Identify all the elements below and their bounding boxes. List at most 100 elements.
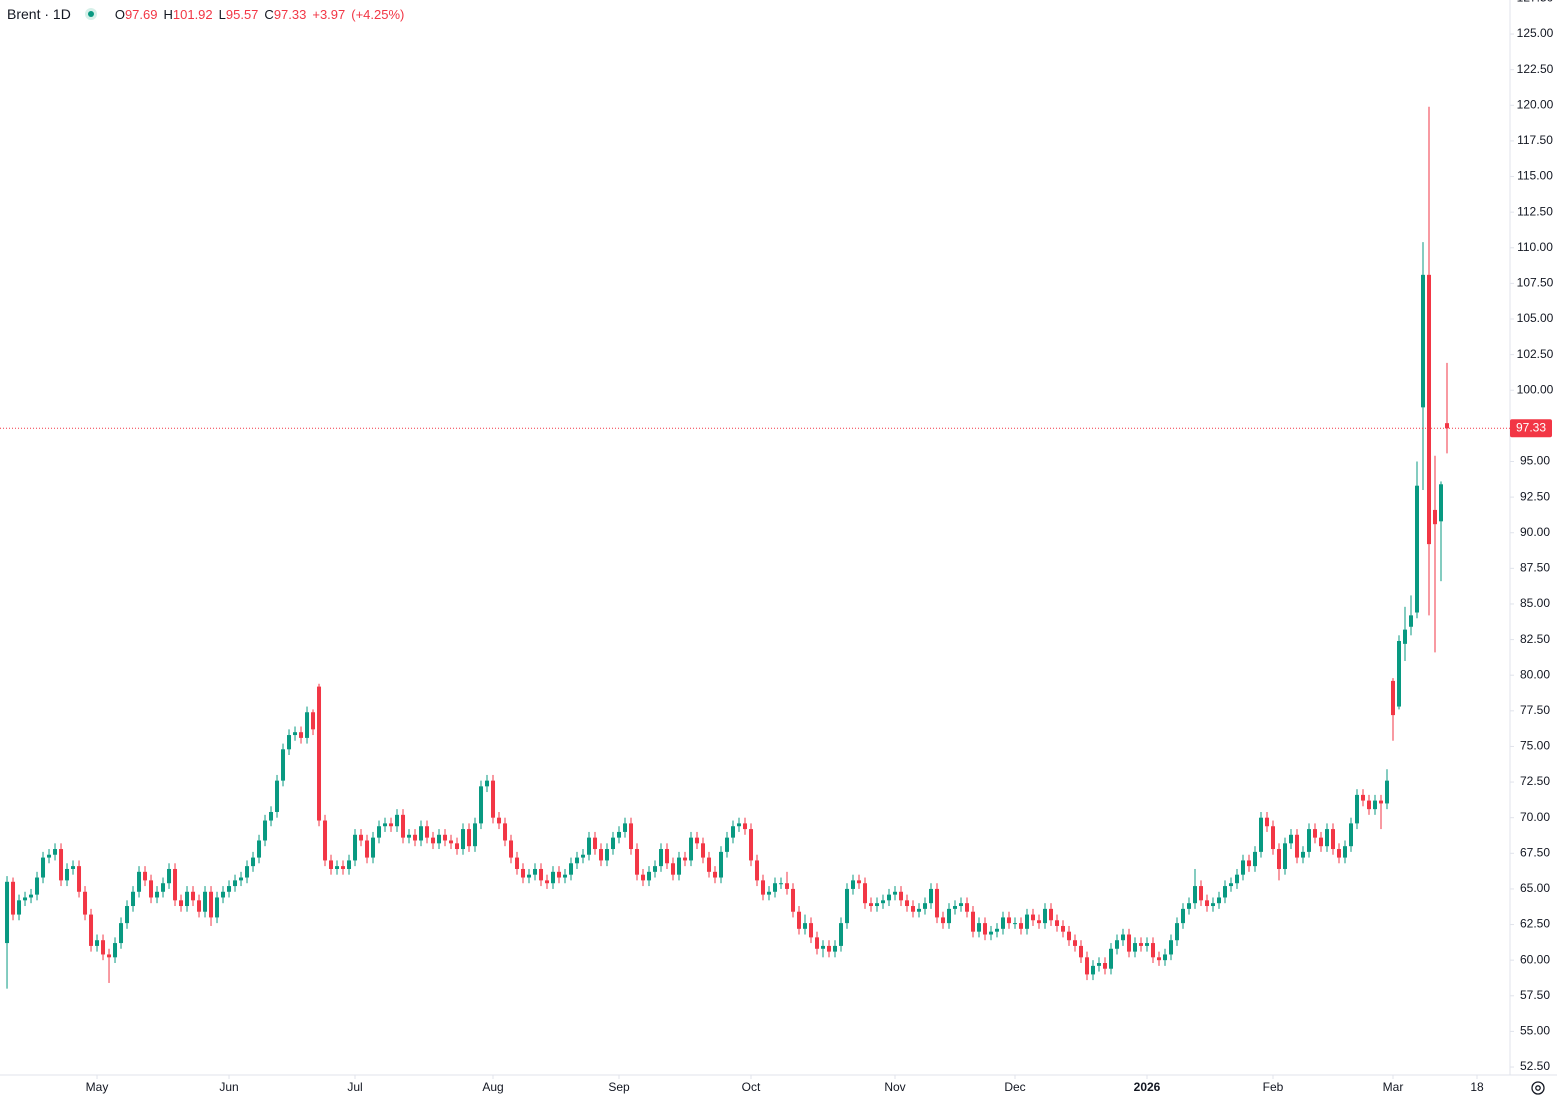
candle-body	[1109, 948, 1114, 969]
candle-body	[1247, 860, 1252, 867]
candle-body	[527, 874, 532, 878]
candle-body	[833, 945, 838, 952]
candle-body	[491, 780, 496, 818]
y-tick-label: 110.00	[1517, 240, 1553, 254]
candle-body	[599, 849, 604, 861]
candle-body	[743, 823, 748, 830]
candle-body	[737, 823, 742, 827]
candle-body	[1055, 920, 1060, 926]
candle-body	[1385, 780, 1390, 804]
candle-body	[1265, 817, 1270, 827]
candle-body	[1349, 823, 1354, 847]
candle-body	[1361, 794, 1366, 801]
candle-body	[239, 877, 244, 881]
candle-body	[209, 891, 214, 918]
candle-body	[131, 891, 136, 907]
last-price-label: 97.33	[1516, 420, 1546, 434]
low-label: L	[218, 7, 226, 22]
y-tick-label: 87.50	[1520, 561, 1550, 575]
candle-body	[233, 880, 238, 887]
candle-body	[773, 883, 778, 892]
candle-body	[329, 860, 334, 869]
x-tick-label: Jul	[347, 1080, 362, 1094]
x-tick-label: Sep	[608, 1080, 630, 1094]
change-percent: (+4.25%)	[351, 7, 405, 22]
y-tick-label: 82.50	[1520, 632, 1550, 646]
y-tick-label: 60.00	[1520, 952, 1550, 966]
candle-body	[389, 823, 394, 827]
candle-body	[1067, 931, 1072, 941]
candle-body	[1037, 920, 1042, 924]
candle-body	[1091, 965, 1096, 975]
y-tick-label: 75.00	[1520, 739, 1550, 753]
candle-body	[479, 786, 484, 824]
candle-body	[35, 877, 40, 895]
candle-body	[485, 780, 490, 787]
candle-body	[725, 837, 730, 852]
candle-body	[875, 903, 880, 907]
candle-body	[299, 732, 304, 738]
candle-body	[1295, 834, 1300, 858]
candle-body	[1205, 900, 1210, 907]
candle-body	[335, 866, 340, 869]
candle-body	[887, 894, 892, 901]
candle-body	[251, 857, 256, 867]
candle-body	[1427, 274, 1432, 545]
candle-body	[1235, 874, 1240, 884]
candle-body	[269, 811, 274, 821]
candle-body	[1289, 834, 1294, 844]
candle-body	[719, 851, 724, 878]
candle-body	[173, 868, 178, 901]
candle-body	[779, 883, 784, 885]
candle-body	[851, 880, 856, 889]
candle-body	[1169, 940, 1174, 955]
candle-body	[11, 881, 16, 915]
candle-body	[227, 886, 232, 892]
candle-body	[1187, 903, 1192, 909]
candle-body	[41, 857, 46, 878]
candle-body	[5, 881, 10, 944]
y-tick-label: 65.00	[1520, 881, 1550, 895]
last-price-tag	[1510, 419, 1552, 438]
candle-body	[257, 840, 262, 858]
candle-body	[1175, 923, 1180, 941]
y-tick-label: 122.50	[1517, 62, 1554, 76]
candle-body	[197, 900, 202, 912]
candle-body	[767, 891, 772, 895]
candle-body	[83, 891, 88, 915]
legend: Brent · 1D O97.69 H101.92 L95.57 C97.33 +3.97…	[7, 6, 410, 22]
candle-body	[1079, 945, 1084, 958]
y-tick-label: 115.00	[1517, 169, 1553, 183]
candle-body	[797, 911, 802, 929]
candle-body	[455, 843, 460, 850]
open-label: O	[114, 7, 125, 22]
candle-body	[581, 854, 586, 858]
candle-body	[65, 868, 70, 881]
candle-body	[77, 866, 82, 892]
candle-body	[623, 823, 628, 832]
candle-body	[1313, 829, 1318, 838]
candle-body	[359, 834, 364, 841]
candle-body	[1061, 925, 1066, 932]
candle-body	[1217, 897, 1222, 904]
candle-body	[533, 868, 538, 875]
candle-body	[809, 923, 814, 938]
candle-body	[641, 874, 646, 881]
candle-body	[857, 880, 862, 884]
candle-body	[1043, 908, 1048, 924]
high-label: H	[163, 7, 173, 22]
candle-body	[1415, 485, 1420, 613]
candle-body	[341, 866, 346, 869]
candle-body	[467, 829, 472, 847]
candle-body	[395, 814, 400, 827]
candle-body	[1241, 860, 1246, 875]
candle-body	[869, 903, 874, 907]
candle-body	[419, 826, 424, 841]
candle-body	[791, 888, 796, 912]
candle-body	[179, 900, 184, 907]
candle-body	[1439, 484, 1444, 522]
candle-body	[1025, 914, 1030, 929]
candle-body	[401, 814, 406, 838]
settings-icon[interactable]	[1531, 1081, 1545, 1095]
